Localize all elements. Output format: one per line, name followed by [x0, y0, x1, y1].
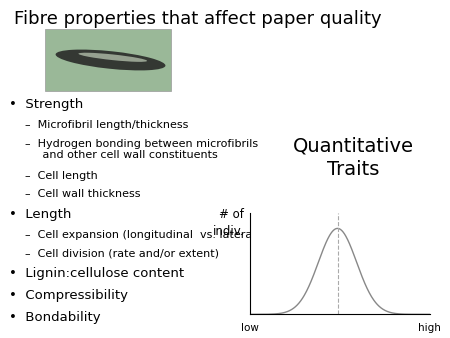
Text: –  Cell length: – Cell length: [25, 171, 98, 181]
Text: # of: # of: [220, 208, 244, 221]
Text: high: high: [418, 323, 441, 333]
Text: indiv.: indiv.: [213, 225, 244, 238]
Text: •  Lignin:cellulose content: • Lignin:cellulose content: [9, 267, 184, 280]
Text: –  Hydrogen bonding between microfibrils
     and other cell wall constituents: – Hydrogen bonding between microfibrils …: [25, 139, 258, 160]
Text: –  Cell expansion (longitudinal  vs. lateral): – Cell expansion (longitudinal vs. later…: [25, 230, 260, 240]
Ellipse shape: [56, 50, 166, 70]
Text: •  Compressibility: • Compressibility: [9, 289, 128, 302]
Ellipse shape: [78, 53, 147, 62]
Text: –  Cell division (rate and/or extent): – Cell division (rate and/or extent): [25, 248, 219, 259]
Text: •  Strength: • Strength: [9, 98, 83, 111]
Text: Quantitative
Traits: Quantitative Traits: [293, 137, 414, 179]
Text: •  Bondability: • Bondability: [9, 311, 101, 324]
Text: low: low: [241, 323, 259, 333]
Text: Fibre properties that affect paper quality: Fibre properties that affect paper quali…: [14, 10, 381, 28]
Bar: [45, 29, 171, 91]
Text: –  Microfibril length/thickness: – Microfibril length/thickness: [25, 120, 188, 130]
Text: –  Cell wall thickness: – Cell wall thickness: [25, 189, 140, 199]
Text: •  Length: • Length: [9, 208, 72, 221]
